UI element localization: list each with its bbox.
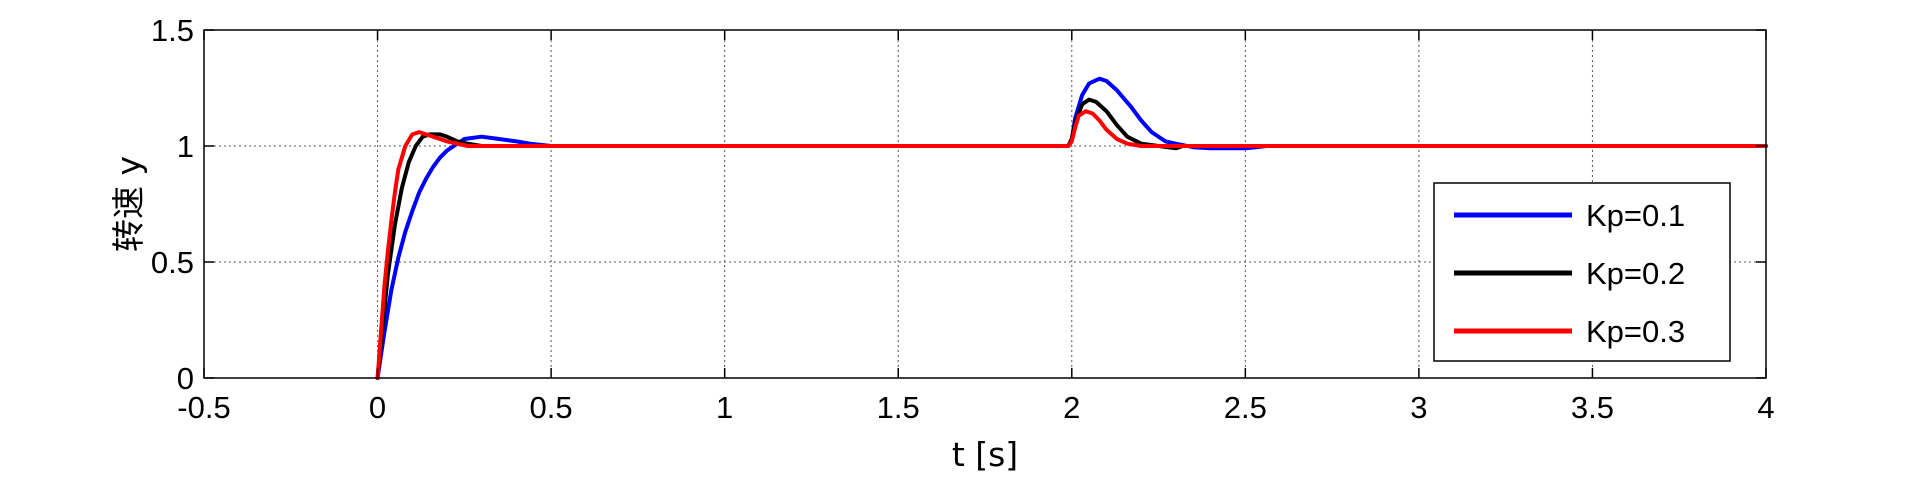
x-tick-label: 2.5 bbox=[1224, 390, 1267, 425]
x-tick-label: 3 bbox=[1410, 390, 1427, 425]
y-axis-label: 转速 y bbox=[109, 156, 148, 252]
x-tick-label: 1 bbox=[716, 390, 733, 425]
x-tick-label: 1.5 bbox=[877, 390, 920, 425]
y-tick-label: 1.5 bbox=[151, 13, 194, 48]
legend: Kp=0.1 Kp=0.2 Kp=0.3 bbox=[1433, 182, 1731, 362]
series-line-3 bbox=[375, 109, 1768, 380]
x-tick-label: 2 bbox=[1063, 390, 1080, 425]
x-tick-label: 0.5 bbox=[530, 390, 573, 425]
x-tick-label: 0 bbox=[369, 390, 386, 425]
x-tick-label: 3.5 bbox=[1571, 390, 1614, 425]
legend-label-3: Kp=0.3 bbox=[1586, 314, 1685, 349]
y-tick-label: 0 bbox=[177, 361, 194, 396]
ticks: -0.5 0 0.5 1 1.5 2 2.5 3 3.5 400.511.5 bbox=[151, 13, 1775, 425]
series-group bbox=[375, 76, 1768, 380]
x-axis-label: t [s] bbox=[952, 435, 1018, 474]
y-tick-label: 0.5 bbox=[151, 245, 194, 280]
legend-label-1: Kp=0.1 bbox=[1586, 198, 1685, 233]
y-tick-label: 1 bbox=[177, 129, 194, 164]
x-tick-label: -0.5 bbox=[177, 390, 230, 425]
legend-label-2: Kp=0.2 bbox=[1586, 256, 1685, 291]
plot-area-frame bbox=[203, 29, 1767, 379]
x-tick-label: 4 bbox=[1757, 390, 1774, 425]
